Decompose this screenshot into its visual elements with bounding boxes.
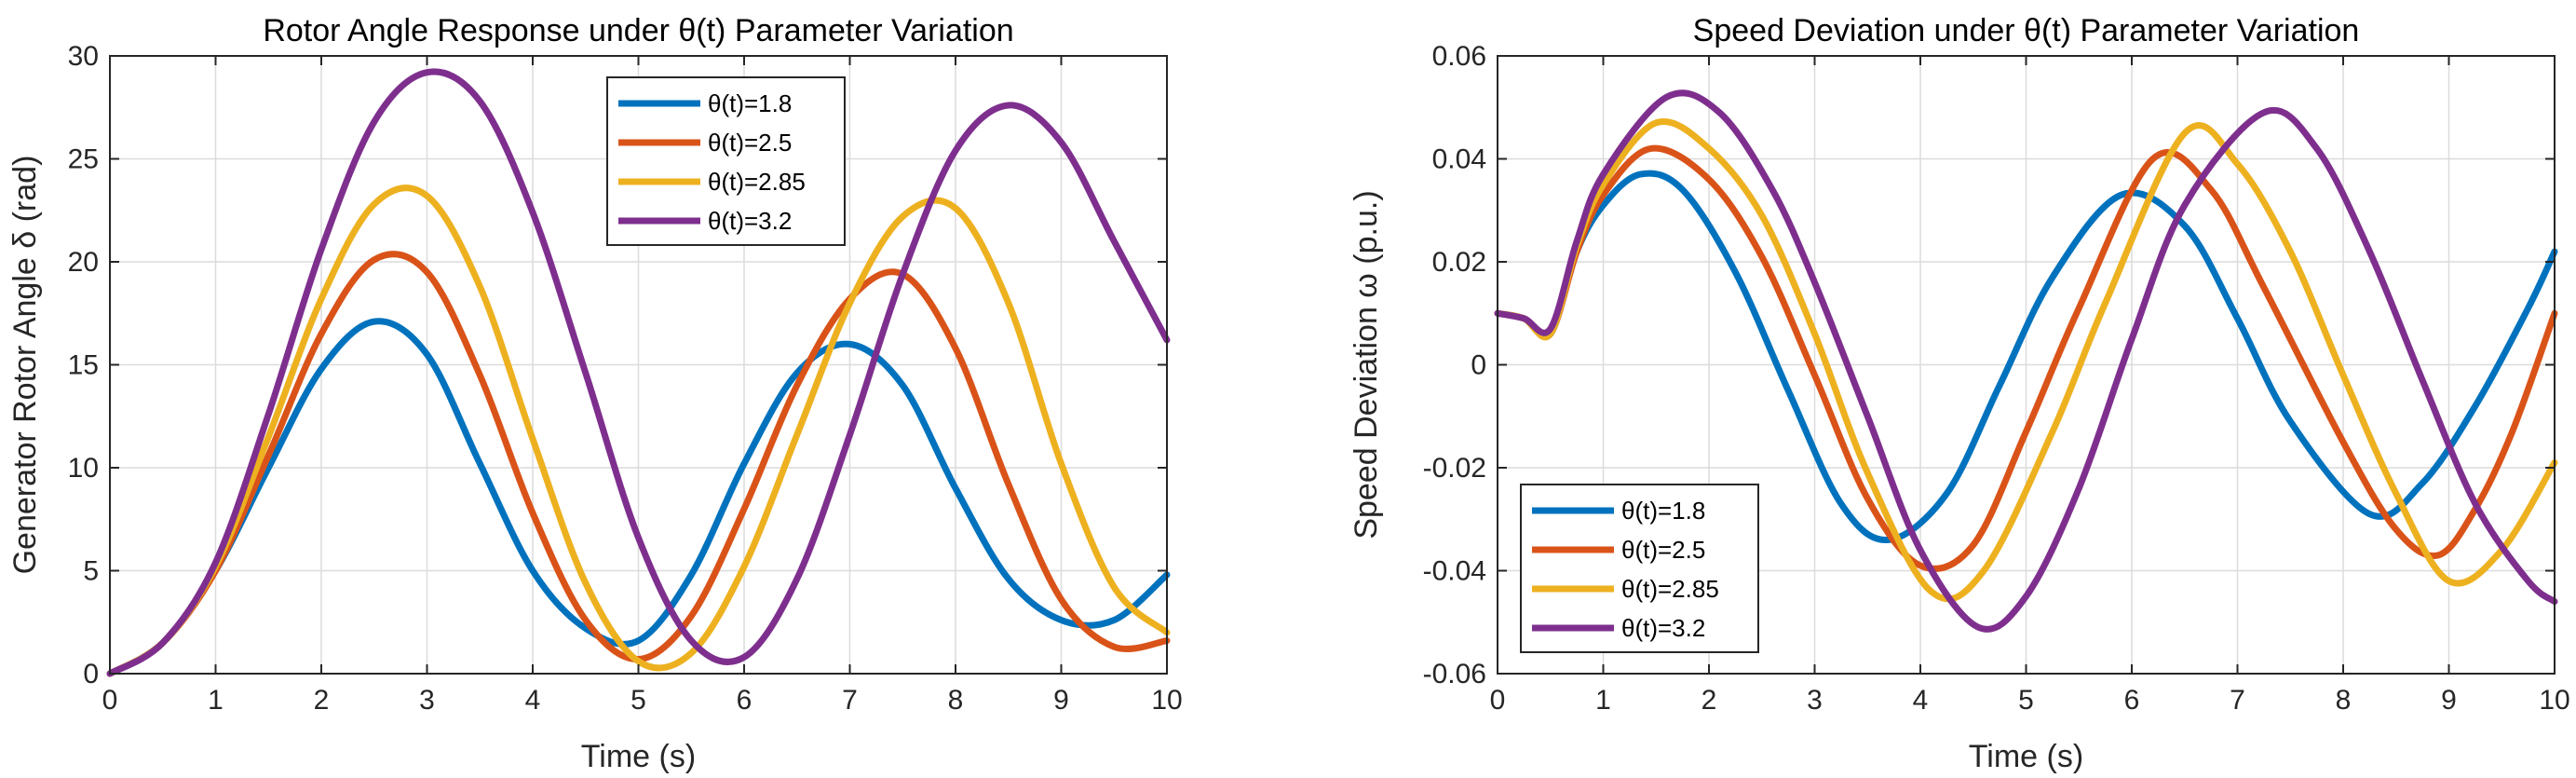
speed-deviation-chart: 0 1 2 3 4 5 6 7 8 9 10 -0.06 -0.04 -0.02 0 0.02 0.04 0.06… bbox=[1349, 13, 2570, 774]
x-tick-label: 5 bbox=[630, 685, 646, 716]
rotor-angle-chart: 0 1 2 3 4 5 6 7 8 9 10 0 5 10 15 20 25 30 Rotor Angle Res… bbox=[7, 13, 1183, 774]
y-tick-label: -0.06 bbox=[1423, 659, 1486, 689]
x-tick-label: 3 bbox=[419, 685, 435, 716]
y-tick-label: -0.02 bbox=[1423, 453, 1486, 484]
y-tick-label: 0.02 bbox=[1432, 247, 1486, 278]
legend-label: θ(t)=2.85 bbox=[708, 168, 806, 196]
x-tick-label: 7 bbox=[842, 685, 858, 716]
x-tick-label: 1 bbox=[1595, 685, 1611, 716]
speed-deviation-title: Speed Deviation under θ(t) Parameter Var… bbox=[1693, 13, 2360, 48]
y-tick-label: -0.04 bbox=[1423, 556, 1486, 587]
legend-label: θ(t)=1.8 bbox=[708, 89, 792, 117]
x-tick-label: 9 bbox=[2441, 685, 2457, 716]
legend-label: θ(t)=1.8 bbox=[1621, 497, 1705, 525]
legend-label: θ(t)=2.85 bbox=[1621, 575, 1719, 603]
series-line-3 bbox=[106, 184, 1171, 677]
series-line-3 bbox=[1494, 118, 2558, 603]
x-tick-label: 2 bbox=[314, 685, 330, 716]
x-tick-label: 5 bbox=[2018, 685, 2034, 716]
y-tick-label: 25 bbox=[68, 144, 99, 175]
x-tick-label: 3 bbox=[1807, 685, 1823, 716]
series-line-1 bbox=[106, 318, 1171, 677]
x-tick-label: 7 bbox=[2230, 685, 2245, 716]
y-tick-label: 20 bbox=[68, 247, 99, 278]
y-tick-label: 5 bbox=[83, 556, 99, 587]
speed-deviation-xlabel: Time (s) bbox=[1969, 739, 2083, 774]
legend-label: θ(t)=2.5 bbox=[1621, 536, 1705, 564]
speed-deviation-legend: θ(t)=1.8 θ(t)=2.5 θ(t)=2.85 θ(t)=3.2 bbox=[1520, 484, 1759, 653]
y-tick-label: 15 bbox=[68, 350, 99, 381]
speed-deviation-lines bbox=[1494, 89, 2558, 633]
speed-deviation-ticks: 0 1 2 3 4 5 6 7 8 9 10 -0.06 -0.04 -0.02 0 0.02 0.04 0.06 bbox=[1423, 41, 2570, 716]
x-tick-label: 9 bbox=[1053, 685, 1069, 716]
y-tick-label: 0.06 bbox=[1432, 41, 1486, 72]
speed-deviation-ylabel: Speed Deviation ω (p.u.) bbox=[1349, 190, 1384, 539]
y-tick-label: 30 bbox=[68, 41, 99, 72]
x-tick-label: 6 bbox=[2124, 685, 2140, 716]
rotor-angle-title: Rotor Angle Response under θ(t) Paramete… bbox=[263, 13, 1013, 48]
rotor-angle-lines bbox=[106, 68, 1171, 677]
y-tick-label: 10 bbox=[68, 453, 99, 484]
legend-label: θ(t)=3.2 bbox=[708, 207, 792, 235]
x-tick-label: 8 bbox=[2336, 685, 2352, 716]
rotor-angle-ticks: 0 1 2 3 4 5 6 7 8 9 10 0 5 10 15 20 25 30 bbox=[68, 41, 1183, 716]
x-tick-label: 1 bbox=[208, 685, 224, 716]
series-line-4 bbox=[106, 68, 1171, 677]
x-tick-label: 6 bbox=[737, 685, 752, 716]
rotor-angle-ylabel: Generator Rotor Angle δ (rad) bbox=[7, 156, 43, 575]
legend-label: θ(t)=2.5 bbox=[708, 129, 792, 157]
series-line-4 bbox=[1494, 89, 2558, 633]
rotor-angle-xlabel: Time (s) bbox=[581, 739, 696, 774]
x-tick-label: 10 bbox=[1151, 685, 1182, 716]
y-tick-label: 0 bbox=[83, 659, 99, 689]
x-tick-label: 4 bbox=[1913, 685, 1929, 716]
legend-label: θ(t)=3.2 bbox=[1621, 614, 1705, 642]
y-tick-label: 0.04 bbox=[1432, 144, 1486, 175]
x-tick-label: 4 bbox=[525, 685, 541, 716]
rotor-angle-legend: θ(t)=1.8 θ(t)=2.5 θ(t)=2.85 θ(t)=3.2 bbox=[606, 76, 846, 246]
x-tick-label: 0 bbox=[1490, 685, 1506, 716]
x-tick-label: 8 bbox=[948, 685, 964, 716]
x-tick-label: 2 bbox=[1702, 685, 1717, 716]
x-tick-label: 0 bbox=[102, 685, 118, 716]
x-tick-label: 10 bbox=[2539, 685, 2569, 716]
series-line-2 bbox=[1494, 144, 2558, 572]
y-tick-label: 0 bbox=[1471, 350, 1486, 381]
